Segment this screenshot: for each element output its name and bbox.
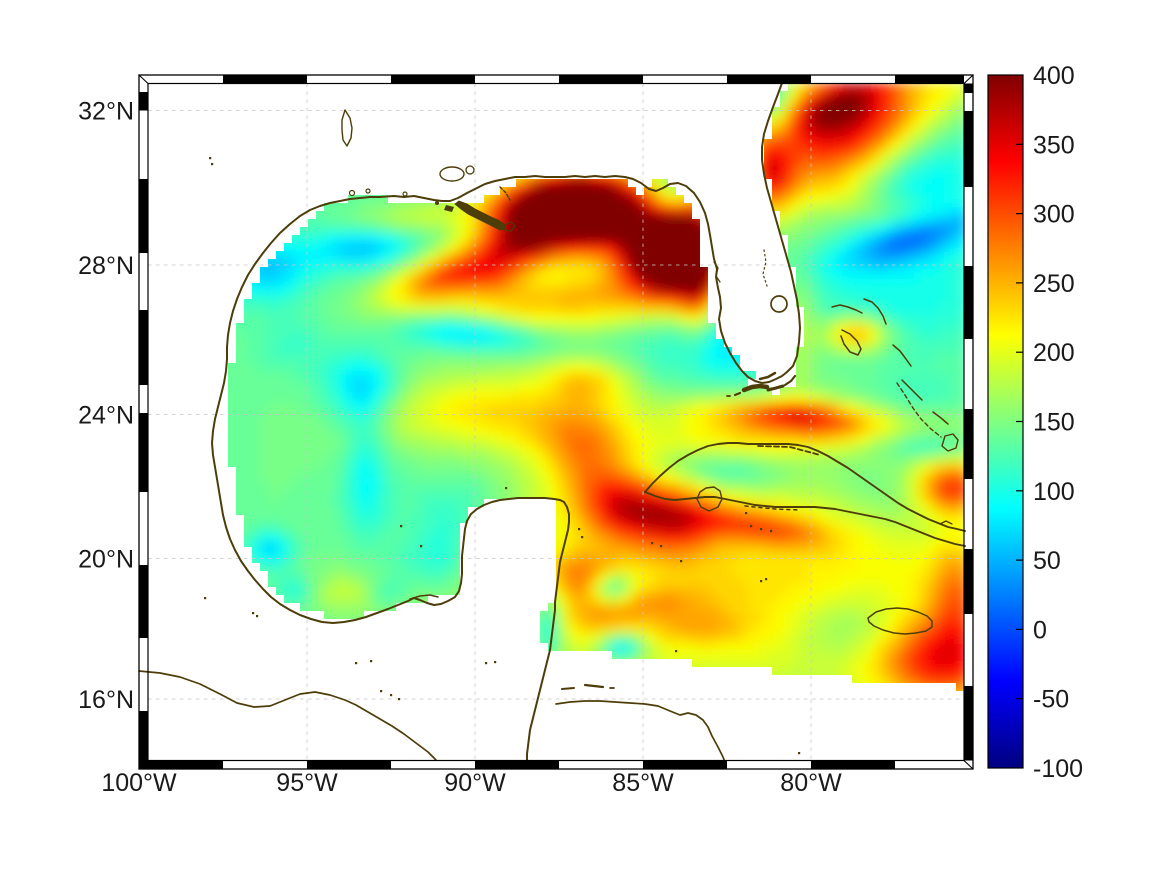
svg-text:24°N: 24°N [78,402,134,430]
svg-text:16°N: 16°N [78,686,134,714]
svg-text:350: 350 [1033,131,1075,159]
svg-text:250: 250 [1033,270,1075,298]
svg-text:100°W: 100°W [101,769,177,797]
svg-text:200: 200 [1033,339,1075,367]
svg-text:150: 150 [1033,409,1075,437]
svg-text:28°N: 28°N [78,252,134,280]
svg-text:-100: -100 [1033,755,1083,783]
svg-text:400: 400 [1033,62,1075,90]
svg-text:20°N: 20°N [78,546,134,574]
svg-text:90°W: 90°W [444,769,506,797]
svg-text:0: 0 [1033,616,1047,644]
svg-text:300: 300 [1033,201,1075,229]
svg-text:100: 100 [1033,478,1075,506]
svg-text:95°W: 95°W [276,769,338,797]
svg-text:32°N: 32°N [78,98,134,126]
svg-text:50: 50 [1033,547,1061,575]
svg-text:-50: -50 [1033,686,1069,714]
svg-text:80°W: 80°W [780,769,842,797]
svg-text:85°W: 85°W [612,769,674,797]
